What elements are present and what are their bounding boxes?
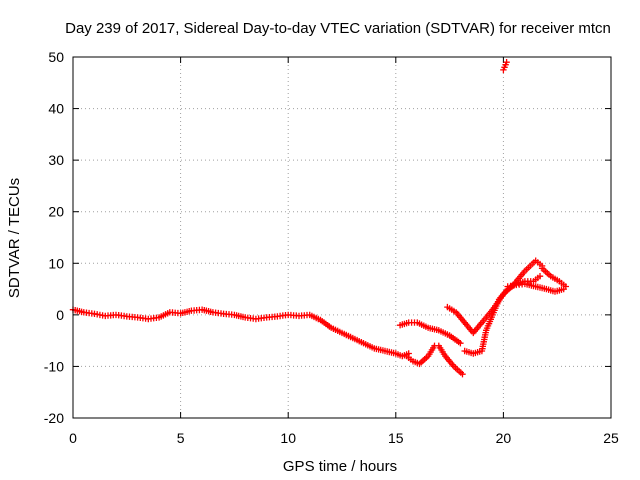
series-main-track: [69, 306, 412, 360]
axis-ticks: [72, 56, 612, 419]
series-outlier: [500, 59, 510, 74]
data-point: [459, 371, 466, 378]
y-tick-label: -20: [44, 410, 64, 426]
x-tick-label: 5: [177, 430, 185, 446]
y-axis-label: SDTVAR / TECUs: [6, 178, 23, 298]
plot-frame: [72, 56, 612, 419]
grid: [73, 57, 611, 418]
y-tick-labels: -20 -10 0 10 20 30 40 50: [44, 49, 64, 426]
y-tick-label: 40: [48, 101, 64, 117]
series-branch-C: [444, 257, 546, 337]
series-branch-A: [396, 319, 464, 347]
chart-title: Day 239 of 2017, Sidereal Day-to-day VTE…: [65, 20, 611, 37]
x-tick-label: 15: [388, 430, 404, 446]
data-point: [503, 59, 510, 66]
x-tick-label: 20: [496, 430, 512, 446]
data-point: [536, 273, 544, 280]
data-point: [457, 340, 464, 347]
x-tick-label: 0: [69, 430, 77, 446]
data-point: [562, 283, 569, 290]
data-marks: [69, 59, 569, 378]
y-tick-label: 50: [48, 49, 64, 65]
series-branch-B: [403, 342, 466, 378]
y-tick-label: 10: [48, 255, 64, 271]
series-branch-F: [538, 265, 569, 290]
x-axis-label: GPS time / hours: [283, 458, 397, 475]
y-tick-label: -10: [44, 358, 64, 374]
y-tick-label: 20: [48, 204, 64, 220]
x-tick-label: 25: [603, 430, 619, 446]
x-tick-labels: 0 5 10 15 20 25: [69, 430, 619, 446]
y-tick-label: 30: [48, 152, 64, 168]
y-tick-label: 0: [56, 307, 64, 323]
x-tick-label: 10: [280, 430, 296, 446]
